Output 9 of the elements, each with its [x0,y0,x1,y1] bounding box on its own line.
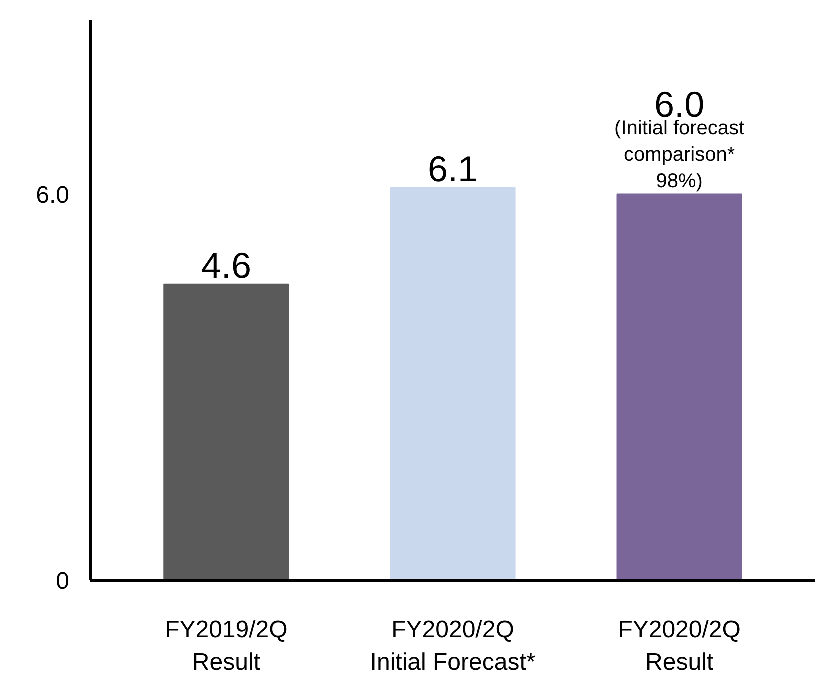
x-tick-label: FY2020/2Q Result [618,616,741,676]
bar [390,187,516,580]
data-label: 4.6 [201,244,252,286]
x-tick-label: FY2020/2Q Initial Forecast* [370,616,536,676]
x-tick-label: FY2019/2Q Result [165,616,288,676]
bar [164,284,290,580]
data-label: 6.1 [428,148,478,190]
bar [616,194,742,580]
y-tick-label: 0 [56,568,70,595]
